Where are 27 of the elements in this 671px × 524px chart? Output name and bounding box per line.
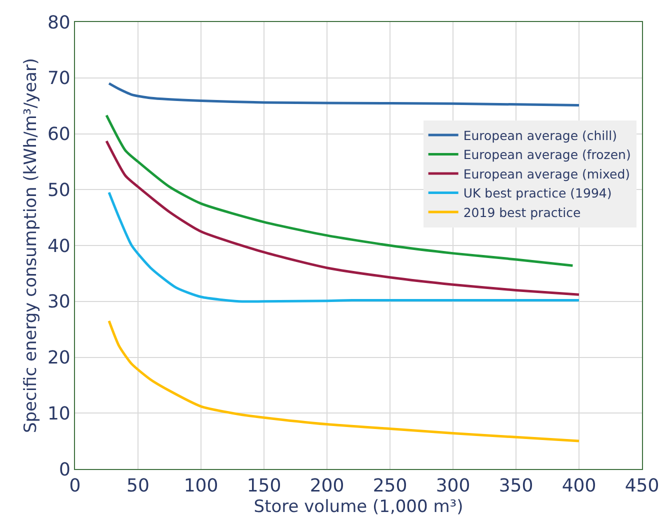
line-series xyxy=(108,82,580,106)
y-tick-label: 70 xyxy=(47,68,70,90)
y-tick-label: 40 xyxy=(47,236,70,257)
y-tick-label: 0 xyxy=(58,459,70,480)
y-tick-label: 10 xyxy=(47,403,70,424)
x-tick-label: 50 xyxy=(126,476,150,497)
line-series xyxy=(108,320,580,442)
y-tick-label: 50 xyxy=(47,180,70,201)
legend-label: European average (frozen) xyxy=(463,147,631,162)
legend-label: UK best practice (1994) xyxy=(463,186,612,201)
y-tick-label: 30 xyxy=(47,292,70,313)
x-tick-label: 100 xyxy=(184,476,218,497)
x-tick-label: 350 xyxy=(498,476,534,497)
y-tick-label: 20 xyxy=(47,348,70,369)
legend-label: European average (mixed) xyxy=(463,166,630,182)
x-tick-label: 450 xyxy=(624,476,660,497)
x-tick-label: 400 xyxy=(562,476,596,497)
legend-label: European average (chill) xyxy=(463,128,617,143)
legend-label: 2019 best practice xyxy=(463,204,581,220)
x-tick-label: 300 xyxy=(436,476,470,497)
x-tick-label: 150 xyxy=(246,476,282,497)
x-tick-label: 250 xyxy=(372,476,408,497)
y-tick-label: 80 xyxy=(47,12,70,34)
y-axis-title: Specific energy consumption (kWh/m³/year) xyxy=(21,58,42,434)
x-tick-label: 200 xyxy=(310,476,344,497)
x-axis-title: Store volume (1,000 m³) xyxy=(254,497,464,517)
y-tick-label: 60 xyxy=(47,124,70,146)
